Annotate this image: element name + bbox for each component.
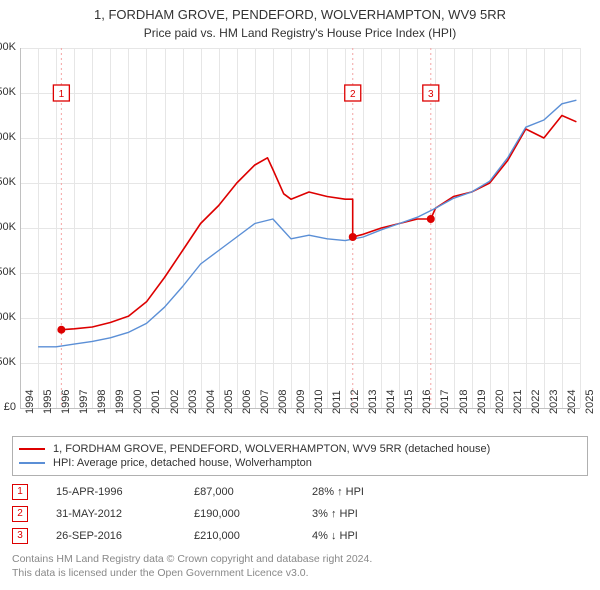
x-axis-label: 2025 xyxy=(584,389,596,413)
sale-marker-dot xyxy=(349,233,357,241)
sale-date: 15-APR-1996 xyxy=(56,486,166,498)
legend-swatch xyxy=(19,462,45,464)
legend-label: 1, FORDHAM GROVE, PENDEFORD, WOLVERHAMPT… xyxy=(53,443,490,455)
sale-price: £210,000 xyxy=(194,530,284,542)
series-hpi xyxy=(38,100,576,347)
legend-label: HPI: Average price, detached house, Wolv… xyxy=(53,457,312,469)
y-axis-label: £400K xyxy=(0,41,16,53)
legend-item: 1, FORDHAM GROVE, PENDEFORD, WOLVERHAMPT… xyxy=(19,443,581,455)
sale-diff-vs-hpi: 4% ↓ HPI xyxy=(312,530,412,542)
sale-marker-dot xyxy=(427,215,435,223)
chart-title: 1, FORDHAM GROVE, PENDEFORD, WOLVERHAMPT… xyxy=(8,6,592,24)
sale-price: £190,000 xyxy=(194,508,284,520)
sale-diff-vs-hpi: 28% ↑ HPI xyxy=(312,486,412,498)
line-chart: £0£50K£100K£150K£200K£250K£300K£350K£400… xyxy=(20,48,580,408)
sale-marker-number: 3 xyxy=(428,89,434,100)
y-axis-label: £150K xyxy=(0,266,16,278)
y-axis-label: £200K xyxy=(0,221,16,233)
y-axis-label: £350K xyxy=(0,86,16,98)
sales-list: 1 15-APR-1996 £87,000 28% ↑ HPI 2 31-MAY-2012… xyxy=(12,484,588,544)
sale-marker-number: 1 xyxy=(59,89,65,100)
sale-badge: 1 xyxy=(12,484,28,500)
series-price_paid xyxy=(62,115,577,329)
y-axis-label: £50K xyxy=(0,356,16,368)
sale-marker-number: 2 xyxy=(350,89,356,100)
sale-diff-vs-hpi: 3% ↑ HPI xyxy=(312,508,412,520)
legend-swatch xyxy=(19,448,45,450)
attribution: Contains HM Land Registry data © Crown c… xyxy=(12,552,588,580)
sale-date: 31-MAY-2012 xyxy=(56,508,166,520)
sale-price: £87,000 xyxy=(194,486,284,498)
legend-item: HPI: Average price, detached house, Wolv… xyxy=(19,457,581,469)
gridline-x xyxy=(580,48,581,408)
sale-row: 3 26-SEP-2016 £210,000 4% ↓ HPI xyxy=(12,528,588,544)
sale-badge: 2 xyxy=(12,506,28,522)
sale-date: 26-SEP-2016 xyxy=(56,530,166,542)
attribution-line: Contains HM Land Registry data © Crown c… xyxy=(12,552,588,566)
y-axis-label: £250K xyxy=(0,176,16,188)
sale-row: 2 31-MAY-2012 £190,000 3% ↑ HPI xyxy=(12,506,588,522)
sale-badge: 3 xyxy=(12,528,28,544)
attribution-line: This data is licensed under the Open Gov… xyxy=(12,566,588,580)
y-axis-label: £0 xyxy=(0,401,16,413)
chart-subtitle: Price paid vs. HM Land Registry's House … xyxy=(8,26,592,40)
legend: 1, FORDHAM GROVE, PENDEFORD, WOLVERHAMPT… xyxy=(12,436,588,476)
chart-svg: 1 2 3 xyxy=(20,48,580,408)
y-axis-label: £300K xyxy=(0,131,16,143)
y-axis-label: £100K xyxy=(0,311,16,323)
sale-marker-dot xyxy=(57,325,65,333)
sale-row: 1 15-APR-1996 £87,000 28% ↑ HPI xyxy=(12,484,588,500)
